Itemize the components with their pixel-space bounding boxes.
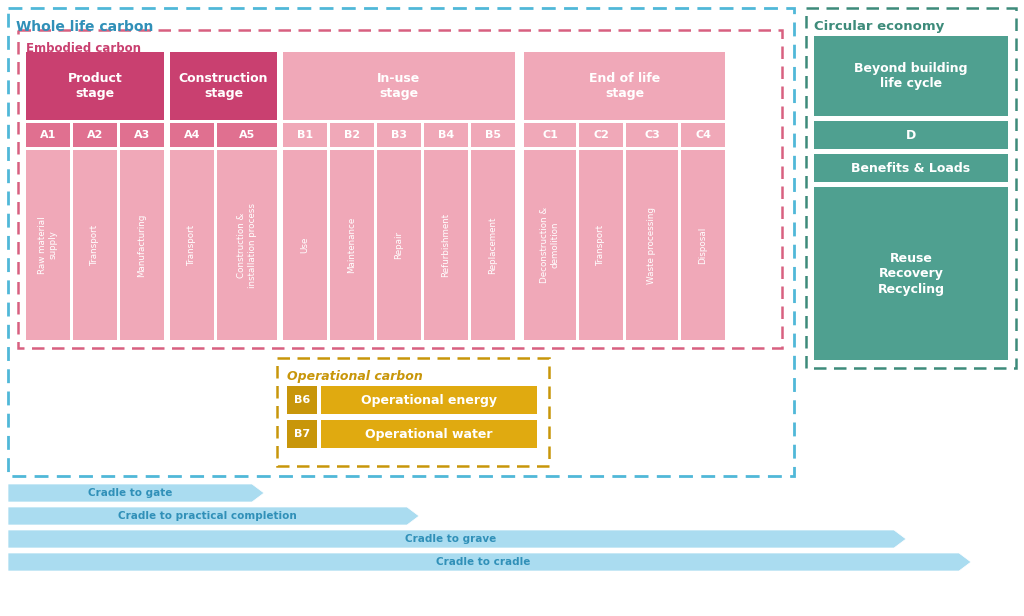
Bar: [120, 150, 164, 340]
Bar: [471, 150, 515, 340]
Bar: [814, 187, 1008, 360]
Text: B3: B3: [391, 130, 407, 140]
Polygon shape: [8, 484, 264, 502]
Bar: [806, 8, 1016, 368]
Bar: [814, 36, 1008, 116]
Bar: [524, 150, 575, 340]
Text: Construction &
installation process: Construction & installation process: [238, 203, 257, 288]
Bar: [217, 150, 278, 340]
Text: End of life
stage: End of life stage: [589, 71, 660, 100]
Bar: [120, 123, 164, 147]
Text: Cradle to gate: Cradle to gate: [88, 488, 172, 498]
Bar: [73, 123, 117, 147]
Bar: [579, 123, 623, 147]
Bar: [321, 386, 537, 414]
Bar: [26, 150, 70, 340]
Bar: [73, 150, 117, 340]
Text: Operational carbon: Operational carbon: [287, 370, 423, 383]
Text: Use: Use: [300, 237, 309, 253]
Text: A2: A2: [87, 130, 103, 140]
Text: Embodied carbon: Embodied carbon: [26, 42, 141, 55]
Bar: [8, 8, 794, 476]
Text: C3: C3: [644, 130, 659, 140]
Text: Circular economy: Circular economy: [814, 20, 944, 33]
Bar: [377, 150, 421, 340]
Bar: [18, 30, 782, 348]
Text: Product
stage: Product stage: [68, 71, 123, 100]
Bar: [524, 52, 725, 120]
Text: A1: A1: [40, 130, 56, 140]
Text: C2: C2: [593, 130, 609, 140]
Text: Transport: Transport: [90, 224, 99, 265]
Text: Manufacturing: Manufacturing: [137, 213, 146, 277]
Text: Transport: Transport: [597, 224, 605, 265]
Bar: [626, 150, 678, 340]
Bar: [681, 150, 725, 340]
Text: Cradle to practical completion: Cradle to practical completion: [118, 511, 297, 521]
Polygon shape: [8, 507, 419, 525]
Bar: [330, 150, 374, 340]
Bar: [217, 123, 278, 147]
Bar: [377, 123, 421, 147]
Text: Operational energy: Operational energy: [361, 394, 497, 407]
Text: In-use
stage: In-use stage: [378, 71, 421, 100]
Bar: [626, 123, 678, 147]
Text: Whole life carbon: Whole life carbon: [16, 20, 154, 34]
Text: C1: C1: [542, 130, 558, 140]
Text: Repair: Repair: [394, 231, 403, 259]
Text: Operational water: Operational water: [366, 428, 493, 440]
Bar: [283, 52, 515, 120]
Bar: [170, 52, 278, 120]
Text: B6: B6: [294, 395, 310, 405]
Bar: [287, 420, 317, 448]
Bar: [26, 52, 164, 120]
Bar: [170, 123, 214, 147]
Text: Refurbishment: Refurbishment: [441, 213, 451, 277]
Text: Replacement: Replacement: [488, 216, 498, 274]
Text: Beyond building
life cycle: Beyond building life cycle: [854, 62, 968, 91]
Text: A5: A5: [239, 130, 255, 140]
Text: Waste processing: Waste processing: [647, 206, 656, 283]
Bar: [287, 386, 317, 414]
Text: Construction
stage: Construction stage: [179, 71, 268, 100]
Polygon shape: [8, 530, 906, 548]
Text: D: D: [906, 129, 916, 142]
Polygon shape: [8, 553, 971, 571]
Text: B2: B2: [344, 130, 360, 140]
Text: Cradle to grave: Cradle to grave: [406, 534, 497, 544]
Text: Transport: Transport: [187, 224, 197, 265]
Bar: [283, 123, 327, 147]
Bar: [330, 123, 374, 147]
Bar: [579, 150, 623, 340]
Text: B7: B7: [294, 429, 310, 439]
Text: B4: B4: [438, 130, 454, 140]
Bar: [424, 150, 468, 340]
Text: Benefits & Loads: Benefits & Loads: [851, 161, 971, 174]
Text: A4: A4: [183, 130, 201, 140]
Bar: [283, 150, 327, 340]
Text: Reuse
Recovery
Recycling: Reuse Recovery Recycling: [878, 251, 944, 296]
Text: C4: C4: [695, 130, 711, 140]
Text: Maintenance: Maintenance: [347, 217, 356, 273]
Bar: [814, 154, 1008, 182]
Text: Disposal: Disposal: [698, 226, 708, 264]
Bar: [424, 123, 468, 147]
Text: Deconstruction &
demolition: Deconstruction & demolition: [540, 207, 560, 283]
Bar: [471, 123, 515, 147]
Text: B5: B5: [485, 130, 501, 140]
Bar: [170, 150, 214, 340]
Text: Raw material
supply: Raw material supply: [38, 216, 58, 274]
Text: B1: B1: [297, 130, 313, 140]
Text: Cradle to cradle: Cradle to cradle: [436, 557, 530, 567]
Bar: [681, 123, 725, 147]
Bar: [814, 121, 1008, 149]
Bar: [524, 123, 575, 147]
Bar: [321, 420, 537, 448]
Bar: [278, 358, 549, 466]
Bar: [26, 123, 70, 147]
Text: A3: A3: [134, 130, 151, 140]
